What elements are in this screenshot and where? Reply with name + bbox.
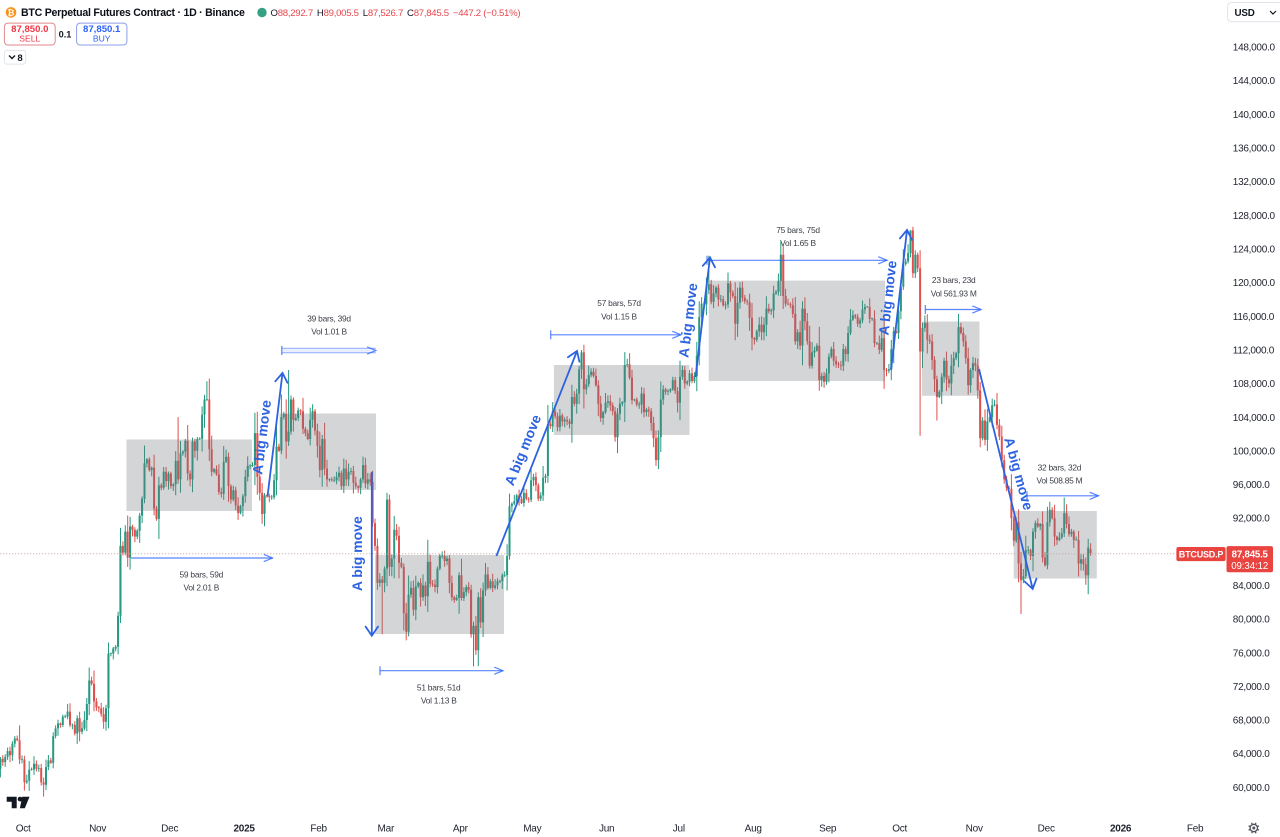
svg-text:Vol 561.93 M: Vol 561.93 M (931, 288, 977, 298)
svg-text:SELL: SELL (19, 34, 40, 44)
svg-text:96,000.0: 96,000.0 (1233, 480, 1270, 491)
svg-text:39 bars, 39d: 39 bars, 39d (307, 313, 351, 323)
svg-text:2026: 2026 (1110, 824, 1132, 835)
svg-text:136,000.0: 136,000.0 (1233, 144, 1276, 155)
svg-text:60,000.0: 60,000.0 (1233, 783, 1270, 794)
svg-text:USD: USD (1235, 8, 1255, 19)
svg-text:09:34:12: 09:34:12 (1231, 561, 1268, 572)
svg-text:A big move: A big move (349, 516, 365, 591)
svg-text:104,000.0: 104,000.0 (1233, 413, 1276, 424)
svg-text:Jun: Jun (599, 824, 614, 835)
svg-text:Feb: Feb (310, 824, 327, 835)
svg-text:2025: 2025 (233, 824, 255, 835)
svg-text:Oct: Oct (892, 824, 907, 835)
svg-text:Vol 1.01 B: Vol 1.01 B (311, 327, 347, 337)
svg-text:Vol 1.65 B: Vol 1.65 B (780, 238, 816, 248)
svg-text:32 bars, 32d: 32 bars, 32d (1038, 462, 1082, 472)
svg-text:Apr: Apr (453, 824, 469, 835)
svg-text:8: 8 (17, 53, 23, 64)
svg-text:148,000.0: 148,000.0 (1233, 43, 1276, 54)
svg-text:Oct: Oct (16, 824, 31, 835)
svg-text:64,000.0: 64,000.0 (1233, 749, 1270, 760)
svg-text:51 bars, 51d: 51 bars, 51d (417, 682, 461, 692)
svg-text:Vol 2.01 B: Vol 2.01 B (183, 583, 219, 593)
svg-text:Vol 1.15 B: Vol 1.15 B (601, 311, 637, 321)
svg-text:80,000.0: 80,000.0 (1233, 615, 1270, 626)
svg-text:87,845.5: 87,845.5 (1232, 550, 1269, 561)
svg-text:Dec: Dec (1038, 824, 1055, 835)
svg-text:75 bars, 75d: 75 bars, 75d (776, 225, 820, 235)
svg-text:72,000.0: 72,000.0 (1233, 682, 1270, 693)
svg-text:68,000.0: 68,000.0 (1233, 716, 1270, 727)
svg-text:Dec: Dec (161, 824, 178, 835)
svg-text:23 bars, 23d: 23 bars, 23d (932, 275, 976, 285)
svg-text:128,000.0: 128,000.0 (1233, 211, 1276, 222)
svg-text:120,000.0: 120,000.0 (1233, 278, 1276, 289)
svg-text:87,850.1: 87,850.1 (83, 24, 121, 35)
svg-text:BTC Perpetual Futures Contract: BTC Perpetual Futures Contract · 1D · Bi… (21, 7, 245, 19)
svg-text:59 bars, 59d: 59 bars, 59d (180, 569, 224, 579)
svg-text:57 bars, 57d: 57 bars, 57d (597, 298, 641, 308)
svg-text:92,000.0: 92,000.0 (1233, 514, 1270, 525)
svg-text:May: May (523, 824, 541, 835)
svg-text:144,000.0: 144,000.0 (1233, 76, 1276, 87)
svg-text:Vol 508.85 M: Vol 508.85 M (1036, 476, 1082, 486)
svg-text:Vol 1.13 B: Vol 1.13 B (421, 696, 457, 706)
svg-text:Sep: Sep (819, 824, 837, 835)
svg-text:132,000.0: 132,000.0 (1233, 177, 1276, 188)
svg-text:84,000.0: 84,000.0 (1233, 581, 1270, 592)
svg-text:₿: ₿ (8, 8, 15, 18)
svg-text:Feb: Feb (1187, 824, 1204, 835)
svg-text:Nov: Nov (966, 824, 983, 835)
svg-text:BUY: BUY (93, 34, 111, 44)
svg-text:0.1: 0.1 (59, 30, 72, 40)
svg-text:Mar: Mar (378, 824, 395, 835)
svg-text:100,000.0: 100,000.0 (1233, 446, 1276, 457)
svg-text:108,000.0: 108,000.0 (1233, 379, 1276, 390)
svg-text:Aug: Aug (745, 824, 762, 835)
svg-text:76,000.0: 76,000.0 (1233, 648, 1270, 659)
svg-text:BTCUSD.P: BTCUSD.P (1179, 550, 1224, 560)
svg-text:87,850.0: 87,850.0 (11, 24, 48, 35)
svg-text:124,000.0: 124,000.0 (1233, 245, 1276, 256)
svg-text:116,000.0: 116,000.0 (1233, 312, 1275, 323)
svg-text:Jul: Jul (673, 824, 685, 835)
svg-text:140,000.0: 140,000.0 (1233, 110, 1276, 121)
svg-text:112,000.0: 112,000.0 (1233, 345, 1275, 356)
svg-text:Nov: Nov (89, 824, 106, 835)
